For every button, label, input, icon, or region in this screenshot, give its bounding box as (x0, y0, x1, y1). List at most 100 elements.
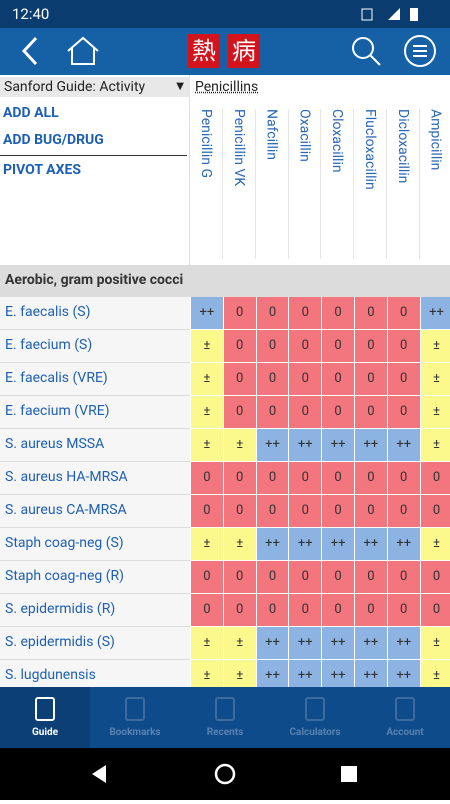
cell[interactable]: ± (191, 330, 223, 362)
dropdown[interactable]: Sanford Guide: Activity ▼ (0, 77, 190, 97)
cell[interactable]: 0 (191, 495, 223, 527)
cell[interactable]: ++ (256, 528, 289, 560)
row-label[interactable]: S. lugdunensis (0, 660, 190, 687)
cell[interactable]: 0 (256, 594, 289, 626)
nav-tab[interactable]: Bookmarks (109, 727, 161, 738)
menu[interactable] (404, 35, 436, 67)
cell[interactable]: 0 (191, 561, 223, 593)
cell[interactable]: 0 (289, 396, 322, 428)
cell[interactable]: 0 (420, 462, 450, 494)
cell[interactable]: 0 (256, 297, 289, 329)
drug-header[interactable]: Ampicillin (421, 109, 450, 259)
cell[interactable]: ++ (355, 429, 387, 461)
cell[interactable]: 0 (256, 396, 289, 428)
cell[interactable]: ± (223, 627, 256, 659)
cell[interactable]: 0 (355, 330, 387, 362)
nav-tab[interactable]: Account (386, 727, 424, 738)
cell[interactable]: 0 (191, 594, 223, 626)
row-label[interactable]: S. epidermidis (R) (0, 594, 190, 627)
cell[interactable]: 0 (256, 462, 289, 494)
cell[interactable]: ± (420, 330, 450, 362)
cell[interactable]: 0 (191, 462, 223, 494)
cell[interactable]: ± (191, 429, 223, 461)
cell[interactable]: 0 (223, 594, 256, 626)
cell[interactable]: ± (420, 429, 450, 461)
cell[interactable]: 0 (256, 495, 289, 527)
cell[interactable]: ++ (387, 528, 420, 560)
cell[interactable]: ++ (322, 429, 354, 461)
cell[interactable]: ± (420, 627, 450, 659)
cell[interactable]: 0 (355, 297, 387, 329)
cell[interactable]: ++ (256, 627, 289, 659)
cell[interactable]: 0 (355, 396, 387, 428)
cell[interactable]: 0 (223, 297, 256, 329)
row-label[interactable]: E. faecalis (VRE) (0, 363, 190, 396)
cell[interactable]: ± (191, 363, 223, 395)
cell[interactable]: ++ (191, 297, 223, 329)
cell[interactable]: 0 (289, 594, 322, 626)
cell[interactable]: ++ (387, 429, 420, 461)
cell[interactable]: 0 (387, 462, 420, 494)
cell[interactable]: ++ (355, 528, 387, 560)
cell[interactable]: ++ (355, 660, 387, 687)
cell[interactable]: ± (420, 363, 450, 395)
cell[interactable]: ++ (322, 627, 354, 659)
cell[interactable]: ++ (289, 528, 322, 560)
cell[interactable]: ± (223, 660, 256, 687)
cell[interactable]: 0 (289, 330, 322, 362)
cell[interactable]: ++ (256, 660, 289, 687)
row-label[interactable]: E. faecium (S) (0, 330, 190, 363)
cell[interactable]: 0 (322, 363, 354, 395)
row-label[interactable]: Staph coag-neg (R) (0, 561, 190, 594)
cell[interactable]: 0 (387, 363, 420, 395)
drug-header[interactable]: Oxacillin (289, 109, 322, 259)
cell[interactable]: 0 (223, 396, 256, 428)
drug-header[interactable]: Nafcillin (257, 109, 289, 259)
cell[interactable]: ++ (289, 627, 322, 659)
cell[interactable]: ± (191, 396, 223, 428)
cell[interactable]: 0 (289, 363, 322, 395)
cell[interactable]: ++ (387, 660, 420, 687)
cell[interactable]: ± (223, 528, 256, 560)
cell[interactable]: ++ (355, 627, 387, 659)
cell[interactable]: 0 (322, 594, 354, 626)
cell[interactable]: 0 (223, 561, 256, 593)
row-label[interactable]: S. aureus HA-MRSA (0, 462, 190, 495)
cell[interactable]: ++ (289, 429, 322, 461)
cell[interactable]: 0 (420, 495, 450, 527)
cell[interactable]: 0 (387, 396, 420, 428)
row-label[interactable]: S. aureus MSSA (0, 429, 190, 462)
cell[interactable]: 0 (322, 396, 354, 428)
cell[interactable]: 0 (322, 495, 354, 527)
cell[interactable]: 0 (387, 561, 420, 593)
cell[interactable]: 0 (355, 363, 387, 395)
row-label[interactable]: E. faecium (VRE) (0, 396, 190, 429)
nav-tab[interactable]: Calculators (289, 727, 341, 738)
cell[interactable]: 0 (256, 363, 289, 395)
cell[interactable]: 0 (289, 495, 322, 527)
cell[interactable]: ± (420, 528, 450, 560)
drug-header[interactable]: Penicillin VK (224, 109, 256, 259)
cell[interactable]: ++ (322, 528, 354, 560)
cell[interactable]: 0 (223, 495, 256, 527)
cell[interactable]: ± (420, 660, 450, 687)
row-label[interactable]: E. faecalis (S) (0, 297, 190, 330)
cell[interactable]: 0 (420, 561, 450, 593)
cell[interactable]: 0 (322, 561, 354, 593)
cell[interactable]: 0 (289, 561, 322, 593)
cell[interactable]: 0 (322, 462, 354, 494)
cell[interactable]: 0 (322, 297, 354, 329)
cell[interactable]: ++ (256, 429, 289, 461)
cell[interactable]: 0 (322, 330, 354, 362)
cell[interactable]: 0 (387, 330, 420, 362)
cell[interactable]: 0 (223, 330, 256, 362)
cell[interactable]: 0 (355, 594, 387, 626)
row-label[interactable]: S. epidermidis (S) (0, 627, 190, 660)
cell[interactable]: 0 (256, 330, 289, 362)
cell[interactable]: ++ (387, 627, 420, 659)
cell[interactable]: ± (191, 660, 223, 687)
cell[interactable]: 0 (387, 594, 420, 626)
cell[interactable]: 0 (289, 462, 322, 494)
back[interactable] (21, 36, 38, 66)
cell[interactable]: 0 (355, 462, 387, 494)
